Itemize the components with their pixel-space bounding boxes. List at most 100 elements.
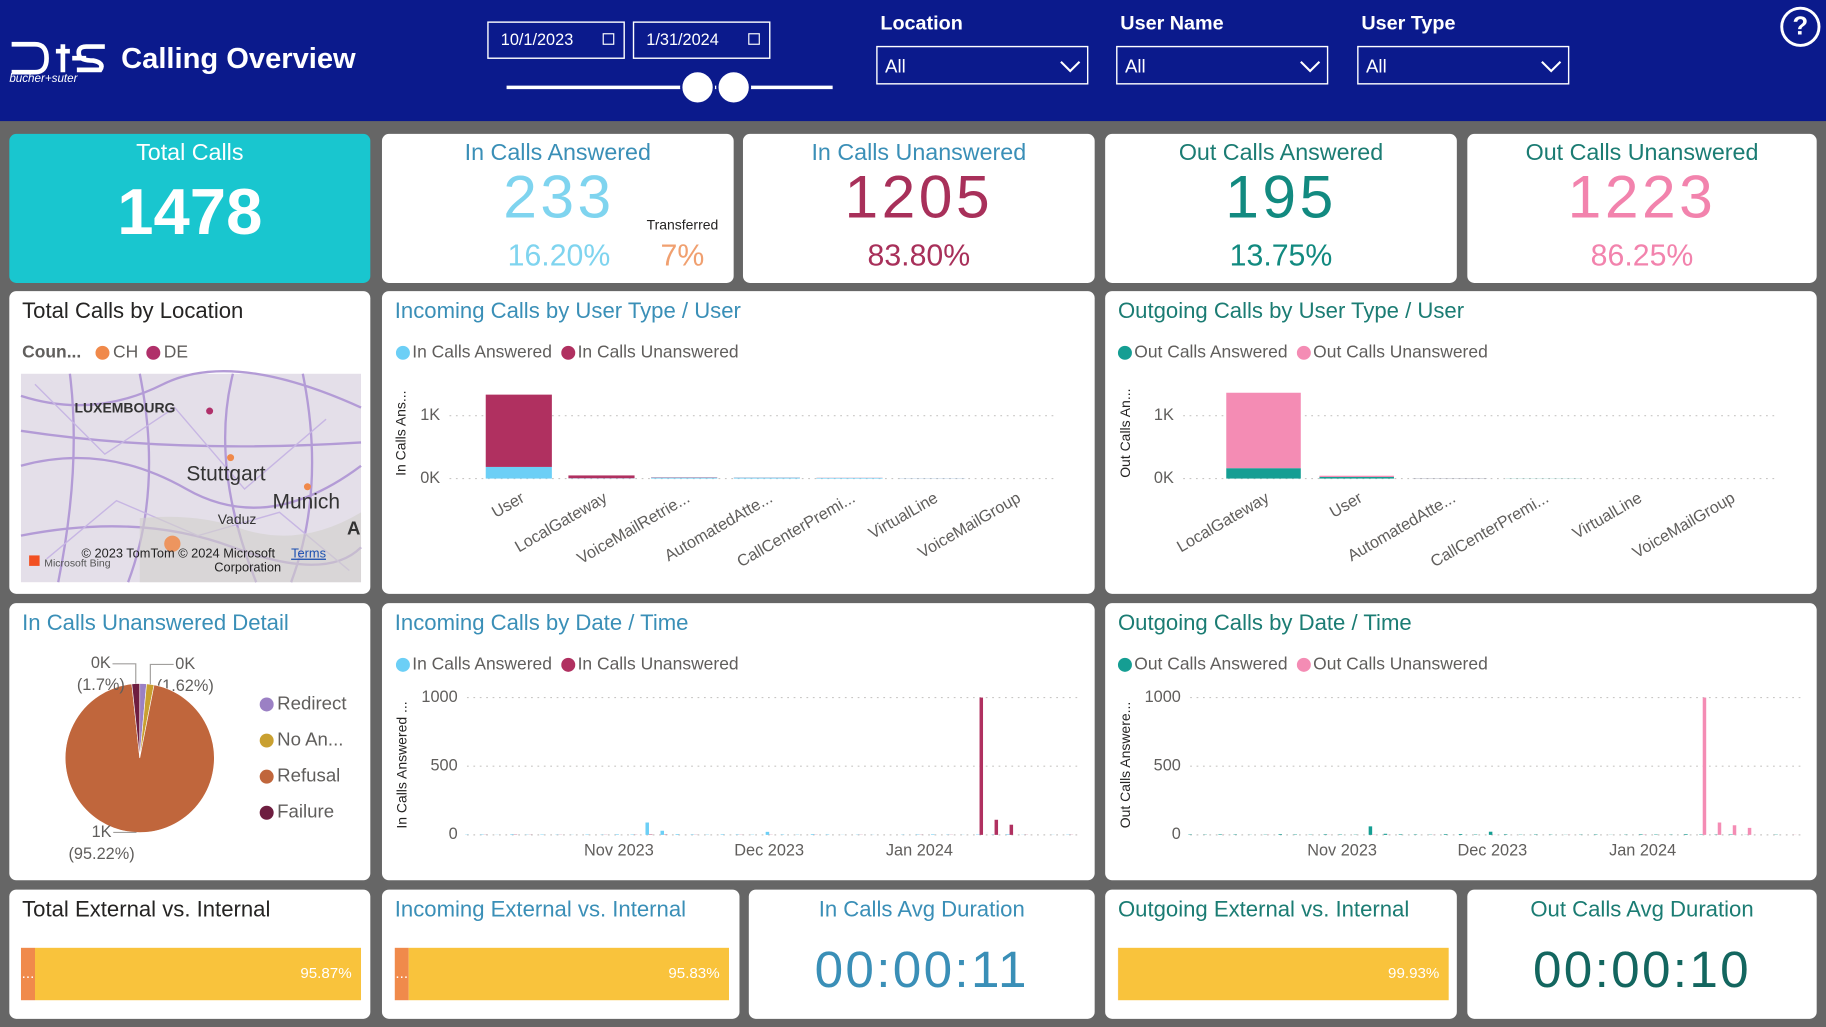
kpi-value: 1478 [117,175,262,248]
bar [979,697,984,835]
bar-segment [1319,475,1394,477]
legend-label: Out Calls Answered [1134,653,1287,673]
bar [810,834,815,835]
kpi-value: 233 [503,162,615,230]
y-tick-label: 1K [420,406,440,424]
page-title: Calling Overview [121,43,356,75]
data-label: 0K [175,655,195,673]
y-tick-label: 500 [1154,757,1181,775]
x-tick-label: Nov 2023 [1307,841,1377,859]
bar [720,834,725,835]
chart-title: Incoming Calls by User Type / User [395,298,741,323]
bar [675,834,680,835]
y-tick-label: 1000 [421,688,457,706]
map-base [20,370,362,583]
slicer-dropdown[interactable] [1116,45,1329,85]
map-provider: Microsoft Bing [44,558,111,569]
legend-label: Refusal [277,765,340,786]
legend-marker [1296,345,1311,360]
kpi-title: In Calls Answered [465,139,651,165]
legend-marker [1296,657,1311,672]
kpi-title: Out Calls Unanswered [1526,139,1759,165]
card [748,889,1095,1019]
bar [1218,834,1222,835]
header-bar [0,0,1826,122]
card [381,133,734,283]
bar [615,834,619,835]
slicer-dropdown[interactable] [1357,45,1570,85]
legend-marker [1117,657,1132,672]
card [1105,133,1457,283]
map-dot [164,535,181,552]
data-label: 1K [92,823,112,841]
x-tick-label: Dec 2023 [734,841,804,859]
kpi-percent: 83.80% [867,239,970,272]
kpi-title: Out Calls Avg Duration [1530,896,1753,921]
chart-title: In Calls Unanswered Detail [22,610,289,635]
map-label: Stuttgart [186,463,265,486]
bing-icon [29,555,40,566]
bar [765,831,770,835]
bar [1639,834,1643,835]
slider-handle[interactable] [680,69,716,105]
dropdown-chevron [1060,60,1081,73]
kpi-percent: 13.75% [1230,239,1333,272]
map-label: LUXEMBOURG [75,399,176,415]
calendar-icon [602,33,615,45]
x-tick-label: Dec 2023 [1457,841,1527,859]
slicer-dropdown[interactable] [876,45,1089,85]
bar [1732,825,1737,835]
bar-segment [816,477,883,479]
kpi-title: In Calls Avg Duration [819,896,1025,921]
map-dot [206,407,214,415]
date-text: 10/1/2023 [501,31,574,49]
dropdown-chevron [1300,60,1321,73]
kpi-value: 00:00:10 [1533,941,1751,998]
bar [1383,833,1388,835]
legend-marker [259,697,274,712]
y-tick-label: 0 [1172,825,1181,843]
card [1105,603,1817,881]
date-input[interactable] [487,21,625,59]
kpi-title: Total Calls [136,139,243,165]
legend-marker [95,345,110,360]
bar-segment [485,394,552,467]
date-input[interactable] [632,21,771,59]
y-tick-label: 0K [1154,469,1174,487]
legend-label: Failure [277,801,334,822]
data-label: 95.87% [300,965,351,982]
bar-segment [651,477,718,479]
legend-label: Out Calls Unanswered [1313,653,1488,673]
y-axis-title: Out Calls Answere... [1117,702,1133,829]
card [742,133,1095,283]
legend-marker [561,345,576,360]
chart-title: Total Calls by Location [22,298,243,323]
legend-marker [395,345,410,360]
map-attribution: Corporation [214,560,281,575]
data-label: 0K [91,654,111,672]
logo-text: bucher+suter [9,72,78,85]
data-label: (95.22%) [69,845,135,863]
map-dot [227,454,235,462]
map-label: A [347,518,360,539]
card [381,603,1095,881]
slider-handle[interactable] [716,69,752,105]
y-tick-label: 1000 [1145,688,1181,706]
bar [1458,834,1463,835]
legend-label: Out Calls Answered [1134,341,1287,361]
y-tick-label: 0 [449,825,458,843]
bar [1717,822,1722,835]
bar [660,830,665,835]
legend-label: Redirect [277,692,347,713]
bar [1747,827,1752,835]
bar [994,819,999,835]
logo-d [11,41,49,75]
bar [1702,697,1707,835]
bar-segment [485,466,552,479]
help-button[interactable] [1780,6,1821,47]
card [1467,133,1817,283]
map-label: Vaduz [218,511,257,527]
kpi-value: 00:00:11 [815,941,1029,998]
map-terms-link[interactable]: Terms [291,546,326,561]
date-text: 1/31/2024 [646,31,719,49]
